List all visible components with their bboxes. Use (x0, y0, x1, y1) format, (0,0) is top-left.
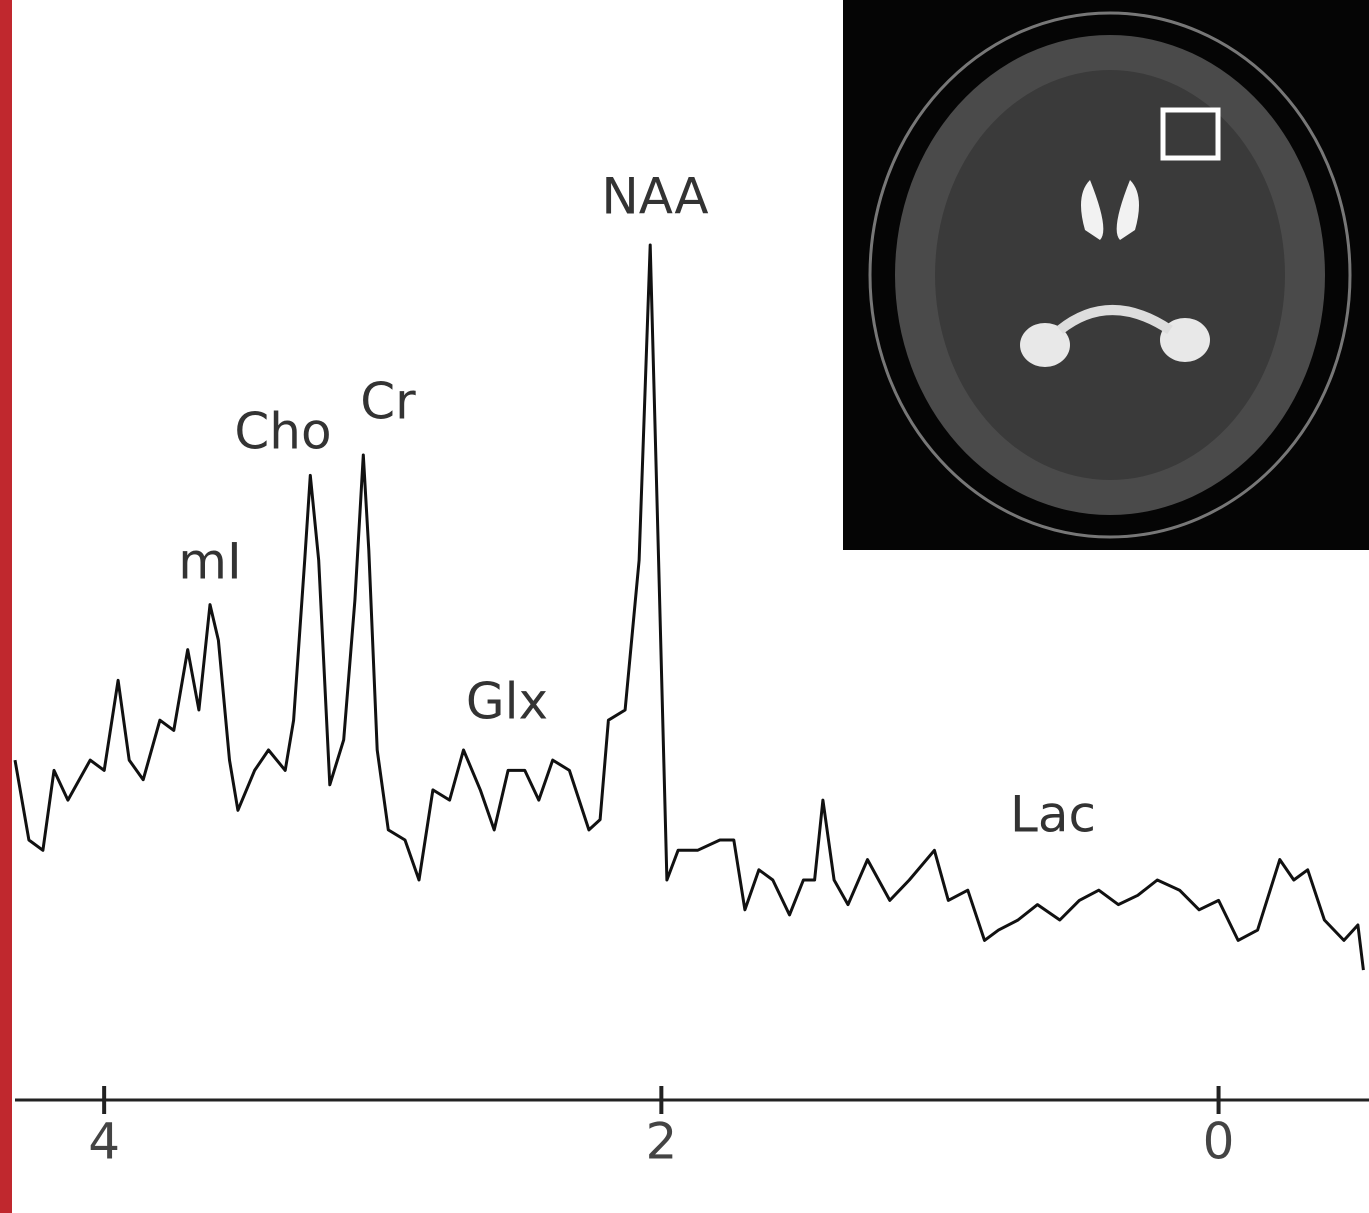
peak-label: Glx (466, 673, 548, 731)
side-strip (0, 0, 12, 1213)
x-tick-label: 0 (1203, 1113, 1235, 1171)
peak-label: Cr (360, 373, 416, 431)
spectrum-line (13, 243, 1365, 971)
mri-inset (843, 0, 1369, 550)
x-tick-label: 2 (645, 1113, 677, 1171)
peak-label: Lac (1010, 786, 1096, 844)
peak-label: mI (178, 533, 241, 591)
peak-label: NAA (601, 168, 708, 226)
x-tick-label: 4 (88, 1113, 120, 1171)
peak-label: Cho (234, 403, 331, 461)
